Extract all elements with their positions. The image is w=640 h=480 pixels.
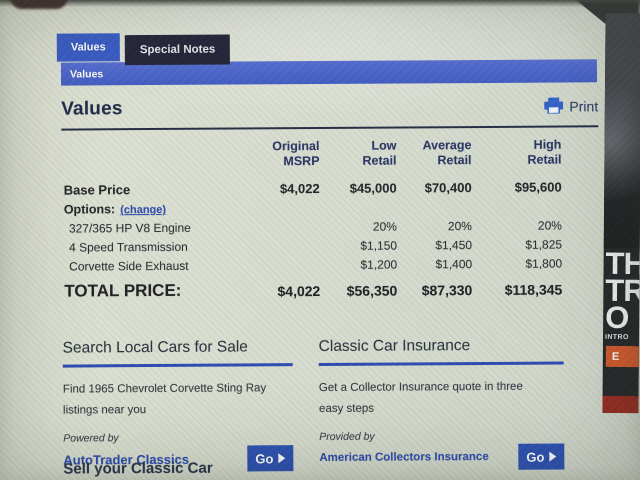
options-label: Options: — [63, 202, 116, 217]
promo-heading-underline — [318, 361, 564, 367]
cell-engine-low: 20% — [372, 219, 397, 234]
cell-engine-msrp — [232, 218, 320, 238]
row-label-exhaust: Corvette Side Exhaust — [69, 258, 189, 274]
promo-classic-car-insurance: Classic Car Insurance Get a Collector In… — [319, 337, 565, 472]
promo-body: Get a Collector Insurance quote in three… — [318, 380, 523, 415]
cell-transmission-high: $1,825 — [525, 237, 563, 252]
promo-attribution: Powered by — [63, 432, 119, 445]
cell-exhaust-msrp — [232, 255, 320, 275]
go-arrow-icon — [278, 453, 286, 464]
promo-brand-row: American Collectors Insurance Go — [319, 443, 565, 471]
ad-truck-photo — [603, 12, 640, 249]
print-icon — [544, 97, 564, 116]
column-header-low-retail: Low Retail — [362, 138, 397, 168]
cell-total-low: $56,350 — [346, 282, 398, 299]
cell-base-high: $95,600 — [514, 179, 562, 195]
promo-heading: Classic Car Insurance — [318, 337, 471, 356]
cell-base-average: $70,400 — [424, 180, 472, 196]
photo-artifact-top-edge — [0, 0, 640, 7]
cell-total-high: $118,345 — [504, 281, 563, 298]
options-change-link[interactable]: (change) — [120, 203, 167, 217]
print-button[interactable]: Print — [544, 97, 598, 116]
photo-artifact-blob — [10, 0, 68, 9]
sell-your-classic-car-heading: Sell your Classic Car — [63, 459, 213, 478]
tab-special-notes[interactable]: Special Notes — [124, 34, 231, 66]
promo-body: Find 1965 Chevrolet Corvette Sting Ray l… — [62, 382, 267, 417]
print-label: Print — [569, 98, 599, 115]
column-header-high-retail: High Retail — [527, 137, 562, 167]
cell-transmission-average: $1,450 — [435, 238, 473, 253]
promo-search-local-cars: Search Local Cars for Sale Find 1965 Che… — [63, 338, 294, 473]
ad-subtext-fragment: INTRO — [604, 333, 629, 342]
row-label-transmission: 4 Speed Transmission — [68, 239, 188, 255]
promo-attribution: Provided by — [319, 431, 375, 444]
column-header-original-msrp: Original MSRP — [272, 138, 320, 168]
panel-header: Values Print — [61, 95, 598, 120]
ad-footer-bar — [602, 395, 639, 414]
cell-transmission-msrp — [232, 237, 320, 257]
promo-heading-underline — [62, 363, 293, 368]
header-divider — [61, 125, 599, 131]
cell-exhaust-average: $1,400 — [435, 257, 473, 272]
row-label-total-price: TOTAL PRICE: — [64, 280, 182, 301]
page-title: Values — [61, 98, 123, 120]
cell-total-average: $87,330 — [421, 281, 473, 298]
cell-engine-average: 20% — [447, 219, 472, 234]
values-table: Original MSRP Low Retail Average Retail … — [61, 135, 563, 304]
cell-base-msrp: $4,022 — [279, 181, 320, 197]
american-collectors-insurance-link[interactable]: American Collectors Insurance — [319, 451, 489, 465]
cell-total-msrp: $4,022 — [277, 282, 321, 299]
cell-exhaust-low: $1,200 — [360, 257, 398, 272]
tab-values[interactable]: Values — [56, 33, 120, 62]
go-arrow-icon — [549, 451, 557, 462]
cell-transmission-low: $1,150 — [360, 238, 398, 253]
row-label-base-price: Base Price — [63, 182, 131, 198]
go-button-insurance[interactable]: Go — [518, 443, 565, 471]
advertisement-banner[interactable]: TH TR O INTRO E — [602, 12, 640, 414]
promo-heading: Search Local Cars for Sale — [62, 338, 248, 357]
column-header-empty — [61, 137, 231, 181]
ad-cta-button[interactable]: E — [605, 345, 640, 368]
cell-base-low: $45,000 — [349, 180, 397, 196]
cell-exhaust-high: $1,800 — [525, 256, 563, 271]
ad-headline-fragment: TH TR O — [605, 245, 640, 336]
go-button-autotrader[interactable]: Go — [247, 445, 294, 472]
row-label-engine: 327/365 HP V8 Engine — [68, 220, 191, 236]
breadcrumb-label: Values — [69, 67, 104, 81]
cell-engine-high: 20% — [537, 218, 562, 233]
column-header-average-retail: Average Retail — [422, 137, 472, 167]
